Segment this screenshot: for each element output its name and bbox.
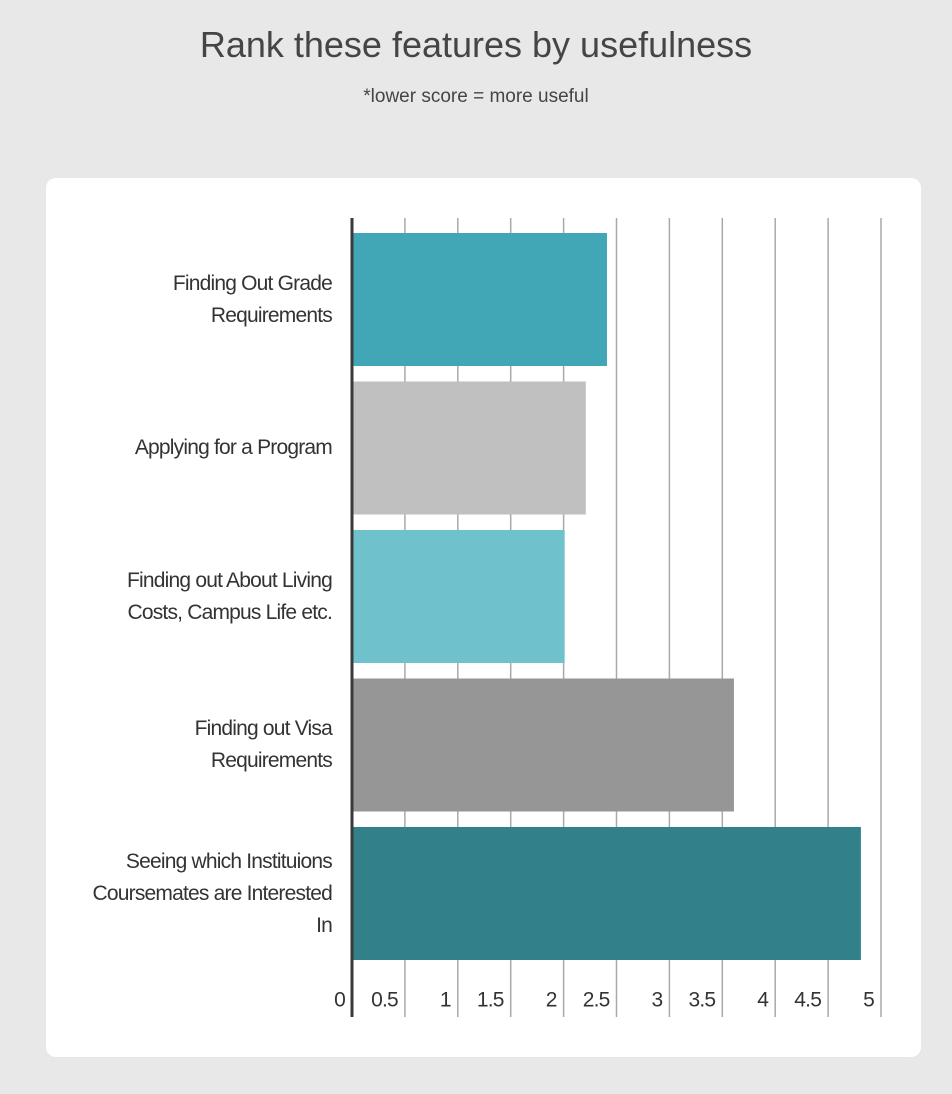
x-tick-label: 0.5	[371, 989, 398, 1012]
bar	[352, 530, 565, 663]
x-tick-label: 1.5	[477, 989, 504, 1012]
x-tick-label: 0	[334, 989, 345, 1012]
x-tick-label: 3	[652, 989, 663, 1012]
x-tick-label: 3.5	[689, 989, 716, 1012]
bar	[352, 381, 586, 515]
chart-subtitle: *lower score = more useful	[363, 86, 589, 107]
x-tick-label: 4	[757, 989, 769, 1012]
x-tick-label: 5	[863, 989, 874, 1012]
y-tick-label: Finding out Visa Requirements	[194, 717, 333, 772]
y-tick-label: Finding out About Living Costs, Campus L…	[127, 568, 333, 624]
x-tick-label: 2	[546, 989, 557, 1012]
bar	[352, 678, 734, 812]
bar	[352, 827, 861, 960]
chart-title: Rank these features by usefulness	[199, 24, 753, 65]
x-tick-label: 4.5	[794, 989, 821, 1012]
y-tick-label: Applying for a Program	[134, 436, 333, 459]
y-tick-label: Finding Out Grade Requirements	[172, 271, 333, 327]
x-tick-label: 2.5	[583, 989, 610, 1012]
x-tick-label: 1	[440, 989, 451, 1012]
bar	[352, 233, 607, 366]
y-tick-label: Seeing which Instituions Coursemates are…	[92, 849, 333, 937]
